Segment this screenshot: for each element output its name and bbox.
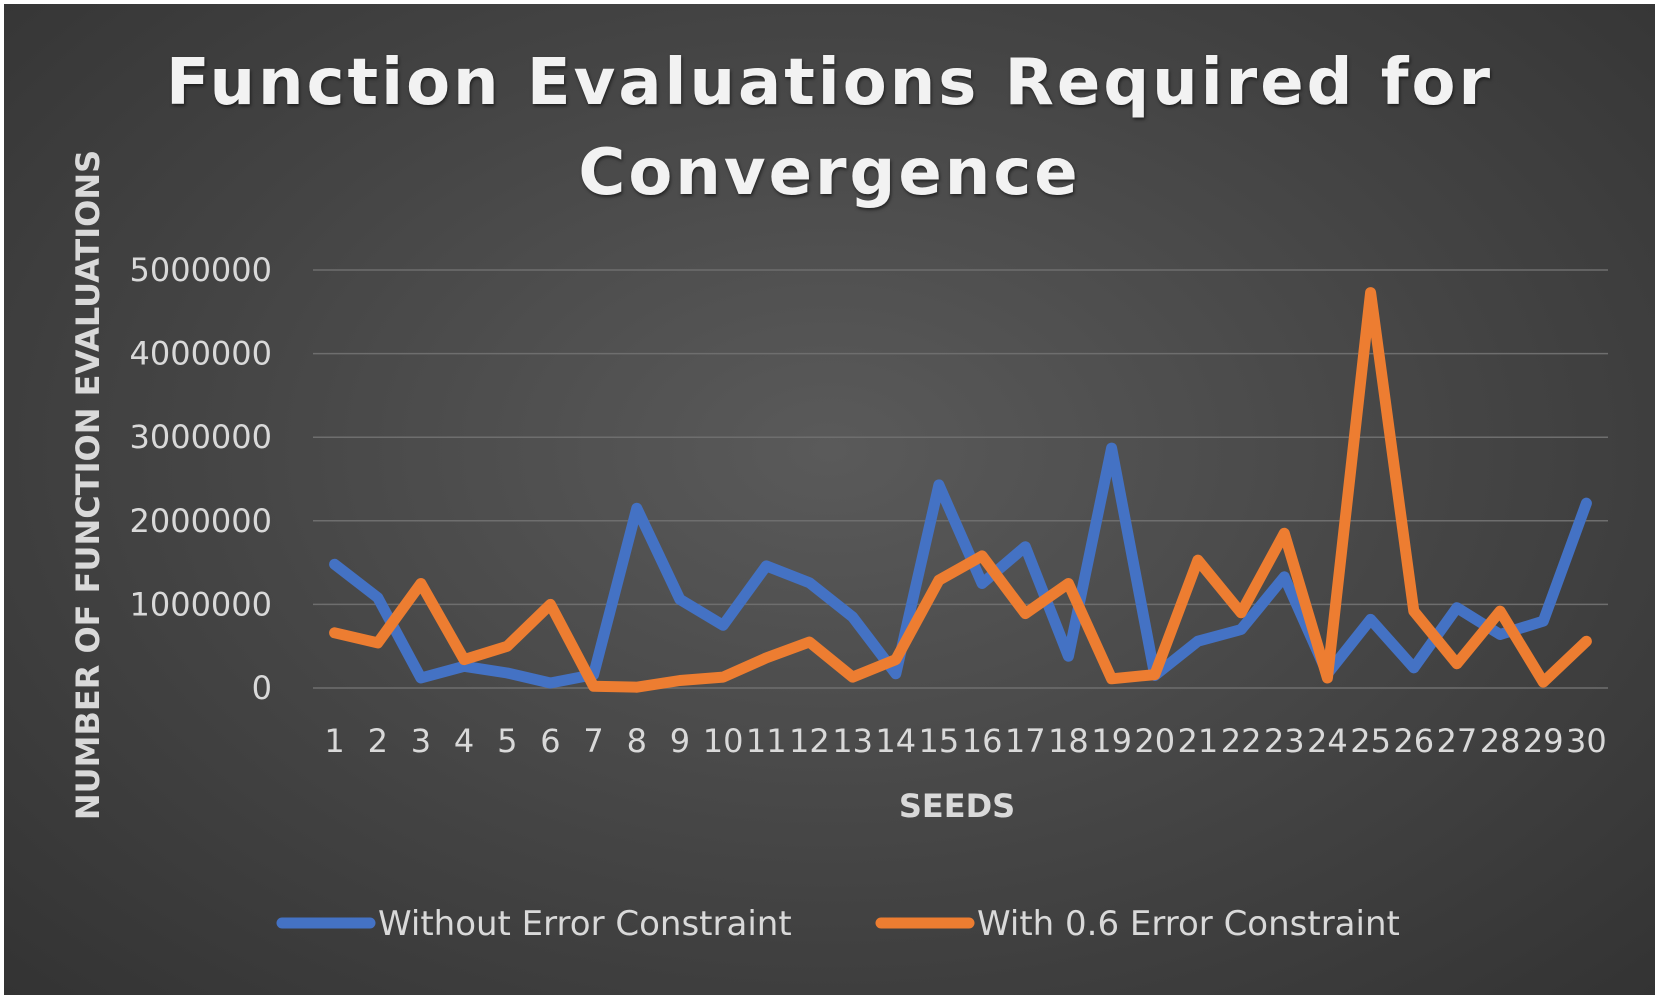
gridlines [313,269,1608,689]
x-axis-ticks: 1 2 3 4 5 6 7 8 9 10 11 12 13 14 15 16 17 18 19 20 21 22 23 24 2… [324,722,1606,760]
y-tick-label: 4000000 [129,335,272,373]
chart-title-line-2: Convergence [578,136,1081,210]
x-tick-label: 7 [583,722,603,760]
x-tick-label: 3 [411,722,431,760]
x-tick-label: 25 [1350,722,1391,760]
x-tick-label: 23 [1264,722,1305,760]
y-axis-title: NUMBER OF FUNCTION EVALUATIONS [69,150,107,820]
x-axis-title: SEEDS [899,787,1015,825]
legend-label: With 0.6 Error Constraint [977,904,1400,944]
legend-label: Without Error Constraint [378,904,792,944]
chart-area [4,4,1655,995]
y-tick-label: 5000000 [129,251,272,289]
x-tick-label: 30 [1566,722,1607,760]
x-tick-label: 8 [627,722,647,760]
x-tick-label: 29 [1523,722,1564,760]
x-tick-label: 28 [1480,722,1521,760]
x-tick-label: 1 [324,722,344,760]
chart-title-line-1: Function Evaluations Required for [165,46,1494,120]
x-tick-label: 11 [746,722,787,760]
x-tick-label: 6 [540,722,560,760]
series-lines [329,287,1592,693]
x-tick-label: 18 [1048,722,1089,760]
y-tick-label: 0 [252,669,272,707]
series-line-1 [329,442,1592,689]
y-tick-label: 2000000 [129,502,272,540]
x-tick-label: 12 [789,722,830,760]
legend: Without Error Constraint With 0.6 Error C… [276,904,1400,944]
x-tick-label: 27 [1437,722,1478,760]
x-tick-label: 22 [1221,722,1262,760]
x-tick-label: 14 [875,722,916,760]
x-tick-label: 24 [1307,722,1348,760]
x-tick-label: 16 [962,722,1003,760]
x-tick-label: 21 [1178,722,1219,760]
y-axis-ticks: 0 1000000 2000000 3000000 4000000 5000000 [129,251,272,707]
x-tick-label: 4 [454,722,474,760]
x-tick-label: 2 [368,722,388,760]
x-tick-label: 20 [1134,722,1175,760]
y-tick-label: 3000000 [129,418,272,456]
x-tick-label: 19 [1091,722,1132,760]
series-line-2 [329,287,1592,693]
x-tick-label: 13 [832,722,873,760]
x-tick-label: 15 [919,722,960,760]
chart-title: Function Evaluations Required for Conver… [0,38,1659,218]
x-tick-label: 9 [670,722,690,760]
y-tick-label: 1000000 [129,585,272,623]
x-tick-label: 10 [703,722,744,760]
x-tick-label: 17 [1005,722,1046,760]
x-tick-label: 26 [1393,722,1434,760]
x-tick-label: 5 [497,722,517,760]
